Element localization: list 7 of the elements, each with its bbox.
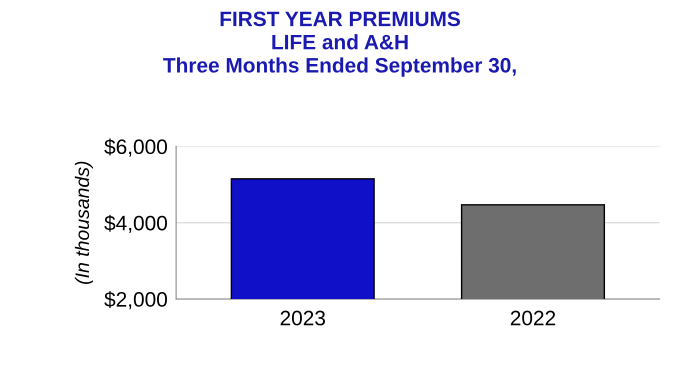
y-tick-label: $6,000 (104, 138, 167, 157)
x-tick-label: 2023 (280, 310, 326, 326)
y-tick-label: $2,000 (104, 291, 167, 310)
chart-title: FIRST YEAR PREMIUMS LIFE and A&H Three Months Ended September 30, (163, 12, 516, 77)
x-tick-label: 2022 (510, 310, 556, 326)
y-axis-title: (In thousands) (74, 162, 93, 284)
y-tick-label: $4,000 (104, 214, 167, 233)
